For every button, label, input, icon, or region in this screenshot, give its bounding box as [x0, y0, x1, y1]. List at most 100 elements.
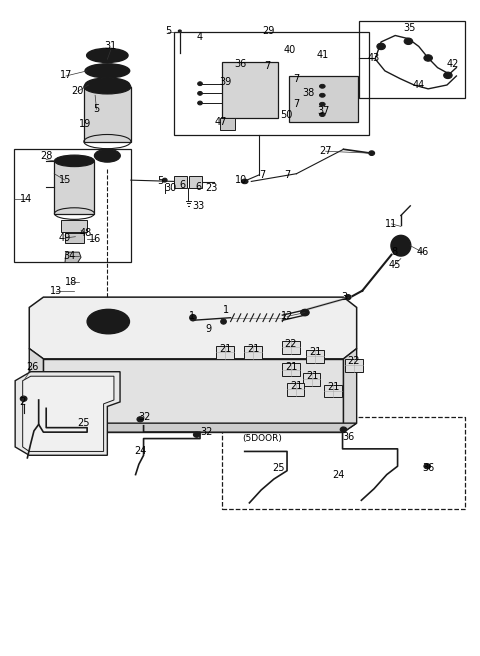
- Bar: [359, 21, 465, 98]
- Text: 21: 21: [307, 371, 319, 381]
- Text: 24: 24: [333, 470, 345, 480]
- Ellipse shape: [139, 418, 142, 420]
- Polygon shape: [29, 297, 357, 359]
- Polygon shape: [15, 372, 120, 455]
- Ellipse shape: [320, 113, 325, 117]
- Ellipse shape: [193, 432, 200, 438]
- Ellipse shape: [444, 72, 452, 79]
- Text: 3: 3: [341, 292, 348, 302]
- Bar: [306, 350, 324, 363]
- Text: 19: 19: [79, 119, 91, 129]
- Text: 31: 31: [105, 41, 117, 51]
- Text: 23: 23: [205, 183, 218, 193]
- Ellipse shape: [198, 101, 203, 105]
- Text: 7: 7: [260, 170, 266, 180]
- Ellipse shape: [424, 55, 432, 61]
- Ellipse shape: [198, 91, 203, 95]
- Text: 33: 33: [192, 201, 205, 211]
- Text: 17: 17: [60, 70, 72, 80]
- Ellipse shape: [300, 310, 309, 316]
- Ellipse shape: [424, 464, 431, 469]
- Ellipse shape: [346, 295, 351, 300]
- Text: 40: 40: [283, 45, 296, 55]
- Text: 7: 7: [284, 170, 290, 180]
- Ellipse shape: [320, 85, 325, 88]
- Text: 49: 49: [59, 233, 71, 243]
- Bar: [302, 373, 321, 386]
- Text: 47: 47: [215, 117, 228, 127]
- Ellipse shape: [87, 49, 128, 62]
- Bar: [222, 417, 465, 509]
- Ellipse shape: [377, 43, 385, 50]
- Ellipse shape: [54, 155, 95, 167]
- Text: 7: 7: [264, 61, 270, 71]
- Bar: [220, 119, 235, 130]
- Bar: [244, 346, 262, 359]
- Text: 30: 30: [164, 183, 177, 193]
- Bar: [14, 150, 131, 262]
- Text: 15: 15: [59, 175, 71, 185]
- Text: 29: 29: [262, 26, 275, 36]
- Bar: [282, 341, 300, 354]
- Ellipse shape: [394, 239, 408, 253]
- Text: 24: 24: [134, 447, 146, 457]
- Bar: [287, 382, 304, 396]
- Text: 36: 36: [422, 463, 434, 473]
- Polygon shape: [29, 348, 43, 432]
- Bar: [61, 220, 87, 232]
- Text: 6: 6: [180, 180, 186, 190]
- Text: 35: 35: [403, 24, 416, 33]
- Ellipse shape: [320, 102, 325, 106]
- Text: 4: 4: [197, 31, 203, 42]
- Text: 34: 34: [63, 251, 76, 261]
- Ellipse shape: [91, 312, 125, 331]
- Text: 6: 6: [195, 182, 202, 192]
- Text: 18: 18: [64, 277, 77, 287]
- Polygon shape: [43, 359, 344, 432]
- Ellipse shape: [20, 396, 27, 401]
- Text: 1: 1: [223, 305, 229, 315]
- Bar: [216, 346, 234, 359]
- Bar: [289, 76, 358, 122]
- Text: 22: 22: [285, 339, 297, 349]
- Text: 9: 9: [205, 324, 211, 335]
- Text: 28: 28: [40, 151, 52, 161]
- Text: 8: 8: [391, 247, 397, 257]
- Text: 41: 41: [316, 50, 328, 60]
- Bar: [324, 384, 342, 398]
- Ellipse shape: [162, 178, 167, 182]
- Bar: [282, 363, 300, 377]
- Ellipse shape: [96, 315, 120, 328]
- Text: 44: 44: [413, 80, 425, 90]
- Ellipse shape: [91, 51, 124, 60]
- Text: 21: 21: [247, 344, 259, 354]
- Text: 5: 5: [166, 26, 172, 36]
- Text: 11: 11: [385, 219, 397, 229]
- Polygon shape: [29, 423, 357, 432]
- Ellipse shape: [137, 417, 144, 422]
- Text: 14: 14: [20, 194, 32, 205]
- Text: 5: 5: [94, 104, 100, 114]
- Ellipse shape: [221, 319, 227, 324]
- Text: 21: 21: [219, 344, 231, 354]
- Text: 25: 25: [272, 463, 285, 473]
- Text: 43: 43: [368, 53, 380, 63]
- Text: 21: 21: [309, 348, 322, 358]
- Ellipse shape: [22, 398, 25, 400]
- Ellipse shape: [195, 434, 198, 436]
- Polygon shape: [23, 377, 114, 451]
- Ellipse shape: [391, 236, 411, 256]
- Text: 21: 21: [286, 361, 298, 371]
- Ellipse shape: [340, 427, 347, 432]
- Ellipse shape: [85, 78, 130, 92]
- Ellipse shape: [84, 80, 131, 94]
- Ellipse shape: [426, 465, 429, 468]
- Text: 16: 16: [89, 234, 101, 244]
- Text: 1: 1: [189, 312, 195, 321]
- Polygon shape: [65, 252, 81, 262]
- Ellipse shape: [89, 66, 126, 76]
- Text: 7: 7: [293, 73, 300, 83]
- Text: 10: 10: [235, 175, 247, 185]
- Text: 27: 27: [319, 146, 332, 156]
- Bar: [189, 176, 203, 188]
